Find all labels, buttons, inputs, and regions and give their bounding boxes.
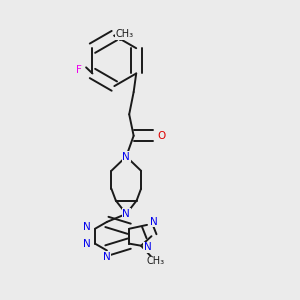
Text: N: N (144, 242, 152, 252)
Text: N: N (83, 222, 91, 232)
Text: N: N (103, 252, 111, 262)
Text: CH₃: CH₃ (116, 29, 134, 39)
Text: F: F (76, 65, 82, 75)
Text: N: N (150, 217, 158, 227)
Text: O: O (157, 131, 165, 141)
Text: N: N (122, 209, 130, 219)
Text: N: N (122, 152, 130, 161)
Text: CH₃: CH₃ (147, 256, 165, 266)
Text: N: N (83, 239, 91, 249)
